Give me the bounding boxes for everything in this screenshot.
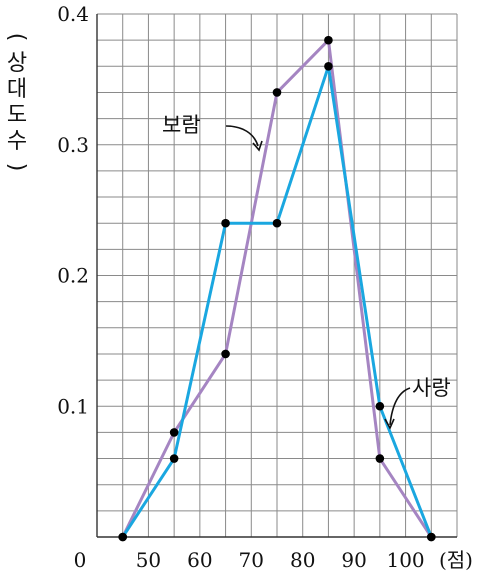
y-axis-label-char: ( xyxy=(4,33,29,42)
x-tick-label: 70 xyxy=(239,548,264,572)
x-tick-label: 100 xyxy=(386,548,424,572)
series-label-boram: 보람 xyxy=(162,113,201,137)
grid xyxy=(96,13,458,538)
labels-layer: 0 (점) 보람 사랑 50 60 70 80 90 100 0.1 0.2 0.3 0.4 ( 상대… xyxy=(4,2,473,572)
series-label-sarang: 사랑 xyxy=(412,376,451,400)
data-point-0-2 xyxy=(221,349,230,359)
y-tick-label: 0.4 xyxy=(57,2,89,26)
y-tick-label: 0.1 xyxy=(57,394,89,418)
y-axis-label-char: 도 xyxy=(7,103,27,128)
y-axis-label-char: 대 xyxy=(7,77,27,102)
data-point-0-3 xyxy=(272,88,282,97)
x-tick-label: 80 xyxy=(290,548,315,572)
data-point-1-5 xyxy=(375,401,385,411)
y-tick-label: 0.3 xyxy=(57,133,89,157)
sarang-callout-arrowhead xyxy=(384,418,395,430)
origin-label: 0 xyxy=(74,548,87,572)
data-point-0-4 xyxy=(324,35,333,45)
data-point-0-5 xyxy=(375,454,385,463)
x-axis-unit: (점) xyxy=(439,548,473,572)
x-tick-label: 60 xyxy=(187,548,212,572)
axes xyxy=(96,14,457,538)
boram-callout-arrow xyxy=(225,125,259,147)
x-tick-label: 90 xyxy=(341,548,366,572)
data-point-1-3 xyxy=(272,218,282,228)
x-tick-label: 50 xyxy=(136,548,161,572)
y-axis-label-char: ) xyxy=(4,163,29,172)
data-point-1-6 xyxy=(426,532,436,542)
data-point-1-0 xyxy=(118,532,128,542)
data-point-1-1 xyxy=(169,454,179,463)
boram-callout-arrowhead xyxy=(252,140,263,152)
data-point-1-4 xyxy=(324,62,333,71)
data-point-0-1 xyxy=(169,428,179,437)
series-layer xyxy=(118,35,436,542)
data-point-1-2 xyxy=(221,218,230,228)
y-tick-label: 0.2 xyxy=(57,264,89,288)
y-axis-label-char: 수 xyxy=(7,129,27,154)
sarang-callout-arrow xyxy=(389,387,411,426)
y-axis-label-char: 상 xyxy=(7,51,27,76)
